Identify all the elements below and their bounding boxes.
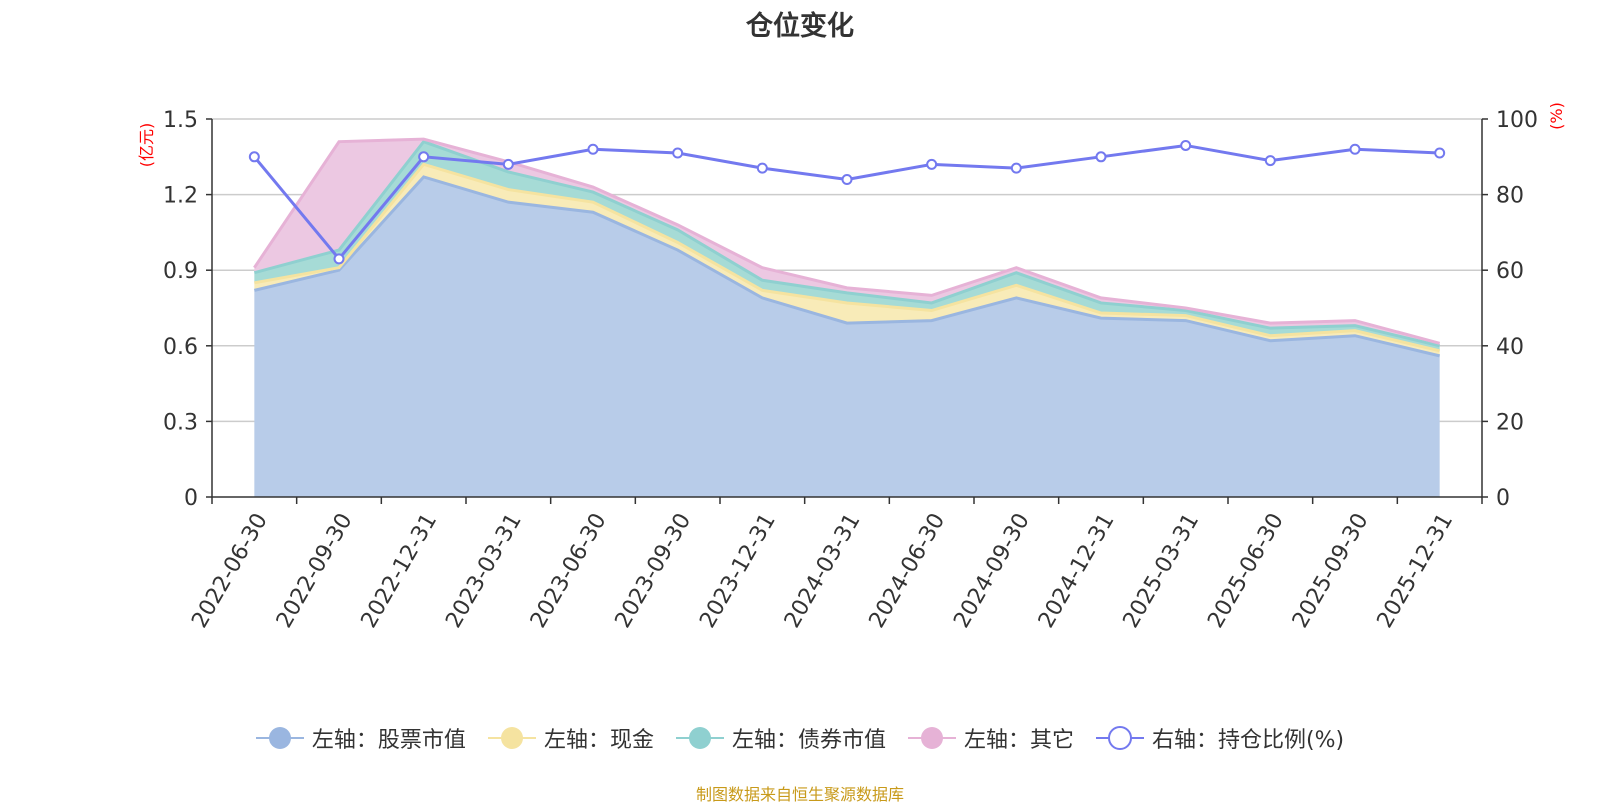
right-axis-unit: (%) bbox=[1547, 102, 1566, 130]
legend-label: 左轴：现金 bbox=[543, 728, 654, 753]
left-tick-label: 0.9 bbox=[163, 259, 198, 284]
legend: 左轴：股票市值 左轴：现金 左轴：债券市值 左轴：其它 右轴：持仓比例(%) bbox=[0, 722, 1600, 754]
line-point bbox=[502, 158, 514, 170]
legend-label: 左轴：股票市值 bbox=[311, 728, 466, 753]
area-edge-左轴：债券市值 bbox=[253, 139, 1441, 348]
line-point bbox=[1010, 162, 1022, 174]
line-point bbox=[756, 162, 768, 174]
line-point bbox=[1180, 139, 1192, 151]
line-point bbox=[926, 158, 938, 170]
position-ratio-line bbox=[248, 139, 1446, 265]
legend-swatch-icon bbox=[487, 727, 536, 749]
line-point bbox=[1434, 147, 1446, 159]
area-edge-左轴：股票市值 bbox=[253, 175, 1441, 358]
area-edge-左轴：现金 bbox=[254, 162, 1441, 353]
legend-item[interactable]: 左轴：股票市值 bbox=[255, 722, 466, 754]
right-tick-label: 60 bbox=[1496, 259, 1524, 284]
legend-item[interactable]: 右轴：持仓比例(%) bbox=[1095, 722, 1345, 754]
right-tick-label: 20 bbox=[1496, 410, 1524, 435]
legend-label: 左轴：债券市值 bbox=[731, 728, 886, 753]
right-tick-label: 100 bbox=[1496, 108, 1538, 133]
x-tick-label: 2025-09-30 bbox=[1288, 509, 1374, 632]
left-axis-unit: (亿元) bbox=[137, 123, 156, 168]
legend-swatch-icon bbox=[1095, 726, 1144, 750]
left-tick-label: 1.5 bbox=[163, 108, 198, 133]
legend-label: 左轴：其它 bbox=[963, 728, 1074, 753]
line-point bbox=[1349, 143, 1361, 155]
x-tick-label: 2023-09-30 bbox=[611, 509, 697, 632]
left-tick-label: 1.2 bbox=[163, 184, 198, 209]
legend-swatch-icon bbox=[255, 727, 304, 749]
line-point bbox=[1264, 155, 1276, 167]
legend-item[interactable]: 左轴：债券市值 bbox=[675, 722, 886, 754]
x-tick-label: 2024-03-31 bbox=[780, 509, 866, 632]
stacked-areas bbox=[253, 137, 1441, 497]
chart-title: 仓位变化 bbox=[746, 11, 854, 42]
line-point bbox=[587, 143, 599, 155]
left-tick-label: 0 bbox=[184, 486, 198, 511]
line-point bbox=[333, 253, 345, 265]
area-edge-左轴：其它 bbox=[253, 137, 1441, 345]
area-左轴：债券市值 bbox=[254, 141, 1440, 351]
line-point bbox=[418, 151, 430, 163]
x-tick-label: 2022-06-30 bbox=[187, 509, 273, 632]
x-tick-label: 2024-06-30 bbox=[865, 509, 951, 632]
legend-item[interactable]: 左轴：现金 bbox=[487, 722, 654, 754]
area-左轴：股票市值 bbox=[254, 176, 1440, 497]
x-tick-label: 2023-03-31 bbox=[441, 509, 527, 632]
x-tick-label: 2025-06-30 bbox=[1203, 509, 1289, 632]
x-tick-label: 2023-12-31 bbox=[695, 509, 781, 632]
x-tick-label: 2023-06-30 bbox=[526, 509, 612, 632]
legend-swatch-icon bbox=[907, 727, 956, 749]
x-tick-label: 2022-09-30 bbox=[272, 509, 358, 632]
line-point bbox=[841, 173, 853, 185]
right-tick-label: 0 bbox=[1496, 486, 1510, 511]
x-tick-label: 2025-12-31 bbox=[1373, 509, 1459, 632]
legend-label: 右轴：持仓比例(%) bbox=[1151, 728, 1345, 753]
right-tick-label: 40 bbox=[1496, 335, 1524, 360]
legend-swatch-icon bbox=[675, 727, 724, 749]
x-tick-label: 2024-12-31 bbox=[1034, 509, 1120, 632]
x-tick-label: 2025-03-31 bbox=[1119, 509, 1205, 632]
legend-item[interactable]: 左轴：其它 bbox=[907, 722, 1074, 754]
x-tick-label: 2022-12-31 bbox=[357, 509, 443, 632]
line-point bbox=[1095, 151, 1107, 163]
line-point bbox=[672, 147, 684, 159]
area-左轴：其它 bbox=[254, 139, 1440, 346]
left-tick-label: 0.3 bbox=[163, 410, 198, 435]
data-source-note: 制图数据来自恒生聚源数据库 bbox=[695, 785, 904, 804]
left-tick-label: 0.6 bbox=[163, 335, 198, 360]
right-tick-label: 80 bbox=[1496, 184, 1524, 209]
x-tick-label: 2024-09-30 bbox=[949, 509, 1035, 632]
line-point bbox=[248, 151, 260, 163]
